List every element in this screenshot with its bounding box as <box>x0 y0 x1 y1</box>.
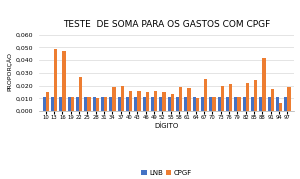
Bar <box>112 87 116 111</box>
Bar <box>104 97 107 111</box>
Bar <box>268 97 271 111</box>
Bar <box>287 87 290 111</box>
Bar <box>154 91 157 111</box>
Bar <box>242 97 246 111</box>
Bar <box>276 97 279 111</box>
Bar <box>151 97 154 111</box>
Bar <box>204 79 207 111</box>
Bar <box>229 84 232 111</box>
Bar <box>121 86 124 111</box>
Bar <box>271 89 274 111</box>
Bar <box>71 97 74 111</box>
Bar <box>126 97 129 111</box>
Bar <box>246 83 249 111</box>
Bar <box>68 97 71 111</box>
Bar <box>51 97 54 111</box>
Bar <box>79 77 82 111</box>
Bar <box>221 86 224 111</box>
Bar <box>76 97 79 111</box>
Bar <box>162 92 166 111</box>
Bar <box>262 58 266 111</box>
Bar <box>167 97 171 111</box>
Bar <box>43 97 46 111</box>
Bar <box>226 97 229 111</box>
Bar <box>59 97 62 111</box>
Bar <box>176 97 179 111</box>
Bar <box>234 97 237 111</box>
Bar <box>237 97 241 111</box>
Bar <box>184 97 187 111</box>
Bar <box>84 97 87 111</box>
Bar <box>62 51 65 111</box>
Bar <box>129 91 132 111</box>
Bar <box>259 97 262 111</box>
Bar <box>196 98 199 111</box>
Bar <box>179 87 182 111</box>
Bar <box>142 97 146 111</box>
Bar <box>187 88 190 111</box>
Bar <box>212 97 215 111</box>
Bar <box>118 97 121 111</box>
Bar <box>171 95 174 111</box>
Bar <box>251 97 254 111</box>
Bar <box>159 97 162 111</box>
Bar <box>134 97 137 111</box>
Bar <box>193 97 196 111</box>
Bar <box>137 91 140 111</box>
Legend: LNB, CPGF: LNB, CPGF <box>139 167 194 178</box>
Bar <box>146 92 149 111</box>
Bar <box>254 81 257 111</box>
Bar <box>218 97 221 111</box>
Y-axis label: PROPORÇÃO: PROPORÇÃO <box>7 52 12 91</box>
Bar <box>46 92 49 111</box>
Title: TESTE  DE SOMA PARA OS GASTOS COM CPGF: TESTE DE SOMA PARA OS GASTOS COM CPGF <box>63 20 270 29</box>
Bar <box>96 98 99 111</box>
Bar <box>209 97 212 111</box>
Bar <box>54 49 57 111</box>
Bar <box>279 103 282 111</box>
Bar <box>284 97 287 111</box>
Bar <box>92 97 96 111</box>
Bar <box>201 97 204 111</box>
Bar <box>87 97 91 111</box>
Bar <box>109 97 112 111</box>
Bar <box>101 97 104 111</box>
X-axis label: DÍGITO: DÍGITO <box>154 123 178 129</box>
